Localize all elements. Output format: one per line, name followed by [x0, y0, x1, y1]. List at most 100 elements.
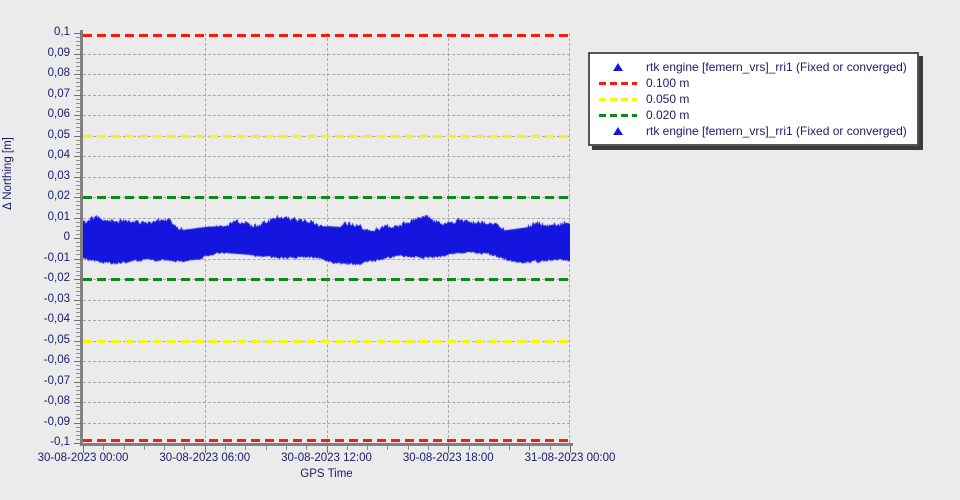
y-tick-minor	[76, 348, 81, 350]
x-tick-label: 30-08-2023 12:00	[281, 452, 372, 464]
y-tick-minor	[76, 45, 81, 47]
y-tick-minor	[76, 106, 81, 108]
y-tick-minor	[76, 164, 81, 166]
x-tick-label: 30-08-2023 06:00	[159, 452, 251, 464]
y-tick-minor	[76, 324, 81, 326]
y-tick-minor	[76, 78, 81, 80]
y-tick-minor	[76, 434, 81, 436]
x-tick-minor	[123, 446, 125, 450]
y-tick-minor	[76, 201, 81, 203]
y-tick-minor	[76, 397, 81, 399]
x-tick-minor	[468, 446, 470, 450]
y-tick-minor	[76, 365, 81, 367]
y-tick-minor	[76, 147, 81, 149]
y-tick-label: -0,03	[43, 292, 70, 305]
x-tick-minor	[306, 446, 308, 450]
y-tick	[74, 176, 81, 178]
y-tick-minor	[76, 246, 81, 248]
y-tick-minor	[76, 254, 81, 256]
y-tick-minor	[76, 102, 81, 104]
y-tick-minor	[76, 438, 81, 440]
y-tick-minor	[76, 209, 81, 211]
y-tick-minor	[76, 139, 81, 141]
x-tick-minor	[427, 446, 429, 450]
x-tick-minor	[488, 446, 490, 450]
plot-area[interactable]	[83, 33, 570, 443]
y-tick	[74, 115, 81, 116]
y-tick-minor	[76, 41, 81, 43]
y-tick-minor	[76, 229, 81, 231]
y-tick-label: 0,02	[47, 190, 70, 202]
threshold-line-0050	[83, 339, 570, 343]
y-tick-label: -0,05	[43, 333, 70, 346]
x-tick-label: 31-08-2023 00:00	[524, 452, 616, 464]
y-tick-minor	[76, 49, 81, 51]
x-tick-minor	[549, 446, 551, 450]
dashed-line-red-icon	[599, 81, 637, 85]
y-tick-label: 0	[63, 231, 70, 243]
x-tick-minor	[164, 446, 166, 450]
x-tick-minor	[103, 446, 105, 450]
y-tick-label: -0,08	[43, 395, 70, 407]
threshold-line-0020	[83, 278, 570, 281]
y-tick-minor	[76, 303, 81, 305]
y-tick-minor	[76, 180, 81, 182]
y-tick-minor	[76, 123, 81, 125]
y-tick-label: -0,1	[50, 436, 70, 448]
y-tick-minor	[76, 328, 81, 330]
y-tick-minor	[76, 295, 81, 297]
y-tick	[74, 94, 81, 96]
threshold-line-0020	[83, 196, 570, 199]
x-tick-minor	[407, 446, 409, 450]
y-tick-label: 0,05	[47, 128, 70, 141]
series-data-band	[83, 33, 570, 443]
y-tick-label: 0,1	[54, 26, 70, 38]
y-tick-minor	[76, 393, 81, 395]
y-tick-minor	[76, 332, 81, 334]
x-tick-minor	[143, 446, 145, 450]
x-tick-minor	[225, 446, 227, 450]
threshold-line-0100	[83, 439, 570, 442]
legend-item[interactable]: rtk engine [femern_vrs]_rri1 (Fixed or c…	[596, 123, 907, 139]
y-tick-minor	[76, 315, 81, 317]
y-axis-title: Δ Northing [m]	[2, 137, 14, 210]
chart-legend[interactable]: rtk engine [femern_vrs]_rri1 (Fixed or c…	[588, 52, 919, 146]
x-tick-label: 30-08-2023 18:00	[402, 452, 494, 464]
x-tick	[448, 446, 450, 453]
x-tick-label: 30-08-2023 00:00	[37, 452, 129, 464]
legend-label: 0.020 m	[646, 108, 690, 122]
y-tick-minor	[76, 283, 81, 285]
triangle-marker-icon	[613, 127, 623, 135]
legend-item[interactable]: 0.020 m	[596, 107, 907, 123]
y-tick-minor	[76, 188, 81, 190]
y-tick-label: -0,06	[43, 354, 70, 366]
y-tick-minor	[76, 110, 81, 112]
y-tick-minor	[76, 385, 81, 387]
y-tick	[74, 217, 81, 219]
y-tick	[74, 422, 81, 424]
threshold-line-0050	[83, 134, 570, 138]
legend-key	[596, 81, 640, 85]
y-tick-minor	[76, 151, 81, 153]
y-tick	[74, 74, 81, 75]
y-tick-label: -0,07	[43, 374, 70, 387]
y-tick-minor	[76, 356, 81, 358]
legend-item[interactable]: rtk engine [femern_vrs]_rri1 (Fixed or c…	[596, 59, 907, 75]
x-tick-minor	[346, 446, 348, 450]
y-tick-minor	[76, 65, 81, 67]
legend-label: rtk engine [femern_vrs]_rri1 (Fixed or c…	[646, 124, 907, 138]
y-tick	[74, 53, 81, 55]
y-tick	[74, 381, 81, 383]
legend-item[interactable]: 0.100 m	[596, 75, 907, 91]
y-tick	[74, 299, 81, 301]
y-tick-minor	[76, 377, 81, 379]
y-tick-minor	[76, 414, 81, 416]
legend-key	[596, 127, 640, 135]
y-tick	[74, 258, 81, 260]
y-tick-minor	[76, 406, 81, 408]
legend-label: rtk engine [femern_vrs]_rri1 (Fixed or c…	[646, 60, 907, 74]
y-tick-label: 0,08	[47, 67, 70, 79]
y-tick-minor	[76, 250, 81, 252]
legend-item[interactable]: 0.050 m	[596, 91, 907, 107]
x-tick	[326, 446, 328, 453]
